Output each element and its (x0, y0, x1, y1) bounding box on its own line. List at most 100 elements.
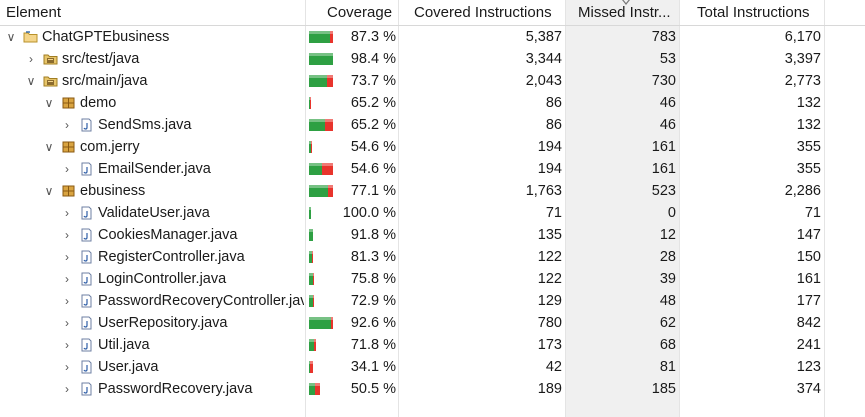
missed-instructions: 81 (659, 359, 676, 375)
covered-instructions: 189 (537, 381, 562, 397)
coverage-bar (309, 295, 314, 307)
covered-instructions: 86 (545, 95, 562, 111)
table-row[interactable]: ∨ demo 65.2 % 86 46 132 (0, 92, 865, 114)
table-header: Element Coverage Covered Instructions Mi… (0, 0, 865, 26)
element-name: src/main/java (62, 73, 148, 89)
element-name: RegisterController.java (98, 249, 245, 265)
column-header-total-instructions[interactable]: Total Instructions (697, 4, 810, 21)
coverage-bar-covered-fill (309, 229, 313, 241)
element-name: ChatGPTEbusiness (42, 29, 170, 45)
expand-chevron-icon[interactable]: › (65, 338, 69, 352)
covered-instructions: 42 (545, 359, 562, 375)
table-row[interactable]: › src/test/java 98.4 % 3,344 53 3,397 (0, 48, 865, 70)
coverage-bar (309, 97, 311, 109)
coverage-bar (309, 53, 333, 65)
missed-instructions: 48 (659, 293, 676, 309)
element-name: EmailSender.java (98, 161, 211, 177)
package-icon (61, 96, 76, 110)
expand-chevron-icon[interactable]: › (65, 250, 69, 264)
expand-chevron-icon[interactable]: › (65, 162, 69, 176)
table-row[interactable]: › PasswordRecoveryController.java 72.9 % 12… (0, 290, 865, 312)
table-row[interactable]: ∨ ChatGPTEbusiness 87.3 % 5,387 783 6,170 (0, 26, 865, 48)
table-row[interactable]: › CookiesManager.java 91.8 % 135 12 147 (0, 224, 865, 246)
expand-chevron-icon[interactable]: › (65, 382, 69, 396)
expand-chevron-icon[interactable]: › (65, 360, 69, 374)
coverage-bar (309, 119, 333, 131)
expand-chevron-icon[interactable]: › (65, 206, 69, 220)
expand-chevron-icon[interactable]: › (65, 294, 69, 308)
coverage-percent: 100.0 % (342, 205, 396, 221)
collapse-chevron-icon[interactable]: ∨ (6, 30, 16, 44)
coverage-bar-covered-fill (309, 31, 330, 43)
java-file-icon (79, 228, 94, 242)
package-icon (61, 140, 76, 154)
column-header-element[interactable]: Element (6, 4, 62, 21)
table-row[interactable]: › ValidateUser.java 100.0 % 71 0 71 (0, 202, 865, 224)
coverage-percent: 65.2 % (350, 117, 396, 133)
expand-chevron-icon[interactable]: › (65, 118, 69, 132)
column-header-covered-instructions[interactable]: Covered Instructions (414, 4, 552, 21)
column-divider (305, 0, 306, 417)
column-header-coverage[interactable]: Coverage (327, 4, 393, 21)
java-file-icon (79, 272, 94, 286)
java-file-icon (79, 360, 94, 374)
covered-instructions: 2,043 (525, 73, 562, 89)
missed-instructions: 523 (651, 183, 676, 199)
table-row[interactable]: › LoginController.java 75.8 % 122 39 161 (0, 268, 865, 290)
table-row[interactable]: › PasswordRecovery.java 50.5 % 189 185 374 (0, 378, 865, 400)
coverage-bar-covered-fill (309, 53, 333, 65)
coverage-bar-covered-fill (309, 339, 315, 351)
element-name: demo (80, 95, 117, 111)
missed-instructions: 0 (667, 205, 676, 221)
element-name: src/test/java (62, 51, 140, 67)
coverage-bar (309, 251, 313, 263)
java-file-icon (79, 118, 94, 132)
collapse-chevron-icon[interactable]: ∨ (44, 184, 54, 198)
total-instructions: 241 (796, 337, 821, 353)
table-row[interactable]: › RegisterController.java 81.3 % 122 28 150 (0, 246, 865, 268)
expand-chevron-icon[interactable]: › (65, 228, 69, 242)
coverage-bar-covered-fill (309, 295, 313, 307)
covered-instructions: 5,387 (525, 29, 562, 45)
element-name: PasswordRecoveryController.java (98, 293, 304, 309)
coverage-percent: 73.7 % (350, 73, 396, 89)
missed-instructions: 39 (659, 271, 676, 287)
coverage-bar (309, 339, 316, 351)
covered-instructions: 71 (545, 205, 562, 221)
coverage-bar (309, 361, 313, 373)
table-row[interactable]: ∨ ebusiness 77.1 % 1,763 523 2,286 (0, 180, 865, 202)
table-row[interactable]: ∨ src/main/java 73.7 % 2,043 730 2,773 (0, 70, 865, 92)
collapse-chevron-icon[interactable]: ∨ (26, 74, 36, 88)
table-row[interactable]: › User.java 34.1 % 42 81 123 (0, 356, 865, 378)
expand-chevron-icon[interactable]: › (65, 316, 69, 330)
total-instructions: 355 (796, 161, 821, 177)
expand-chevron-icon[interactable]: › (29, 52, 33, 66)
expand-chevron-icon[interactable]: › (65, 272, 69, 286)
coverage-bar (309, 229, 313, 241)
total-instructions: 6,170 (784, 29, 821, 45)
coverage-bar-covered-fill (309, 207, 311, 219)
missed-instructions: 12 (659, 227, 676, 243)
coverage-bar (309, 163, 333, 175)
element-name: User.java (98, 359, 159, 375)
covered-instructions: 122 (537, 271, 562, 287)
missed-instructions: 68 (659, 337, 676, 353)
coverage-percent: 71.8 % (350, 337, 396, 353)
collapse-chevron-icon[interactable]: ∨ (44, 140, 54, 154)
table-row[interactable]: › UserRepository.java 92.6 % 780 62 842 (0, 312, 865, 334)
coverage-bar-covered-fill (309, 119, 325, 131)
total-instructions: 161 (796, 271, 821, 287)
java-file-icon (79, 338, 94, 352)
total-instructions: 123 (796, 359, 821, 375)
coverage-bar (309, 317, 333, 329)
collapse-chevron-icon[interactable]: ∨ (44, 96, 54, 110)
table-row[interactable]: › EmailSender.java 54.6 % 194 161 355 (0, 158, 865, 180)
coverage-percent: 92.6 % (350, 315, 396, 331)
column-header-missed-instructions[interactable]: Missed Instr... (578, 4, 671, 21)
table-row[interactable]: › Util.java 71.8 % 173 68 241 (0, 334, 865, 356)
java-file-icon (79, 162, 94, 176)
table-row[interactable]: ∨ com.jerry 54.6 % 194 161 355 (0, 136, 865, 158)
table-row[interactable]: › SendSms.java 65.2 % 86 46 132 (0, 114, 865, 136)
covered-instructions: 135 (537, 227, 562, 243)
element-name: UserRepository.java (98, 315, 228, 331)
